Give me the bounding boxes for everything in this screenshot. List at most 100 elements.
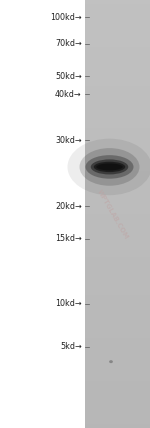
Bar [85,415,150,419]
Bar [85,64,150,68]
Bar [85,141,150,146]
Bar [85,128,150,133]
Bar [85,0,150,4]
Bar [85,214,150,218]
Bar [85,372,150,377]
Bar [85,257,150,261]
Bar [85,334,150,338]
Bar [85,270,150,274]
Bar [85,120,150,124]
Bar [85,133,150,137]
Bar [85,197,150,201]
Bar [85,184,150,188]
Bar [85,402,150,407]
Bar [85,261,150,265]
Bar [85,295,150,300]
Ellipse shape [94,162,125,172]
Bar [85,90,150,94]
Bar [85,47,150,51]
Bar [85,282,150,287]
Bar [85,300,150,304]
Ellipse shape [91,159,128,175]
Ellipse shape [80,148,140,186]
Bar [85,244,150,248]
Bar [85,248,150,253]
Bar [85,317,150,321]
Bar [85,167,150,171]
Bar [85,17,150,21]
Bar [85,223,150,227]
Bar [85,394,150,398]
Bar [85,60,150,64]
Bar [85,56,150,60]
Bar [85,407,150,411]
Bar [85,193,150,197]
Bar [85,68,150,73]
Bar [85,137,150,141]
Bar [85,116,150,120]
Text: 70kd→: 70kd→ [55,39,82,48]
Bar [85,424,150,428]
Bar [85,86,150,90]
Ellipse shape [99,164,120,169]
Bar [85,107,150,111]
Bar [85,9,150,13]
Bar [85,355,150,360]
Bar [85,235,150,240]
Bar [85,351,150,355]
Text: 50kd→: 50kd→ [55,71,82,81]
Bar [85,308,150,312]
Text: WPTGLAB.COM: WPTGLAB.COM [95,188,129,240]
Bar [85,368,150,372]
Bar [85,304,150,308]
Bar [85,73,150,77]
Bar [85,364,150,368]
Bar [85,325,150,330]
Bar [85,389,150,394]
Bar [85,13,150,17]
Bar [85,30,150,34]
Text: 100kd→: 100kd→ [50,12,82,22]
Bar [85,338,150,342]
Bar [85,205,150,210]
Bar [85,385,150,389]
Bar [85,347,150,351]
Text: 10kd→: 10kd→ [55,299,82,309]
Bar [85,381,150,385]
Bar [85,39,150,43]
Ellipse shape [85,155,134,179]
Bar [85,98,150,103]
Bar [85,227,150,231]
Text: 30kd→: 30kd→ [55,136,82,145]
Bar [85,158,150,163]
Bar [85,419,150,424]
Bar [85,111,150,116]
Bar [85,321,150,325]
Bar [85,163,150,167]
Bar [85,265,150,270]
Bar [85,26,150,30]
Bar [85,253,150,257]
Bar [85,218,150,223]
Bar [85,231,150,235]
Bar [85,210,150,214]
Bar [85,398,150,402]
Text: 5kd→: 5kd→ [60,342,82,351]
Ellipse shape [109,360,113,363]
Bar [85,287,150,291]
Ellipse shape [96,163,123,170]
Bar [85,146,150,150]
Text: 20kd→: 20kd→ [55,202,82,211]
Bar [85,278,150,282]
Bar [85,175,150,180]
Bar [85,21,150,26]
Bar [85,51,150,56]
Ellipse shape [68,139,150,195]
Bar [85,94,150,98]
Bar [85,201,150,205]
Bar [85,124,150,128]
Bar [85,377,150,381]
Text: 15kd→: 15kd→ [55,234,82,244]
Bar [85,188,150,193]
Bar [85,171,150,175]
